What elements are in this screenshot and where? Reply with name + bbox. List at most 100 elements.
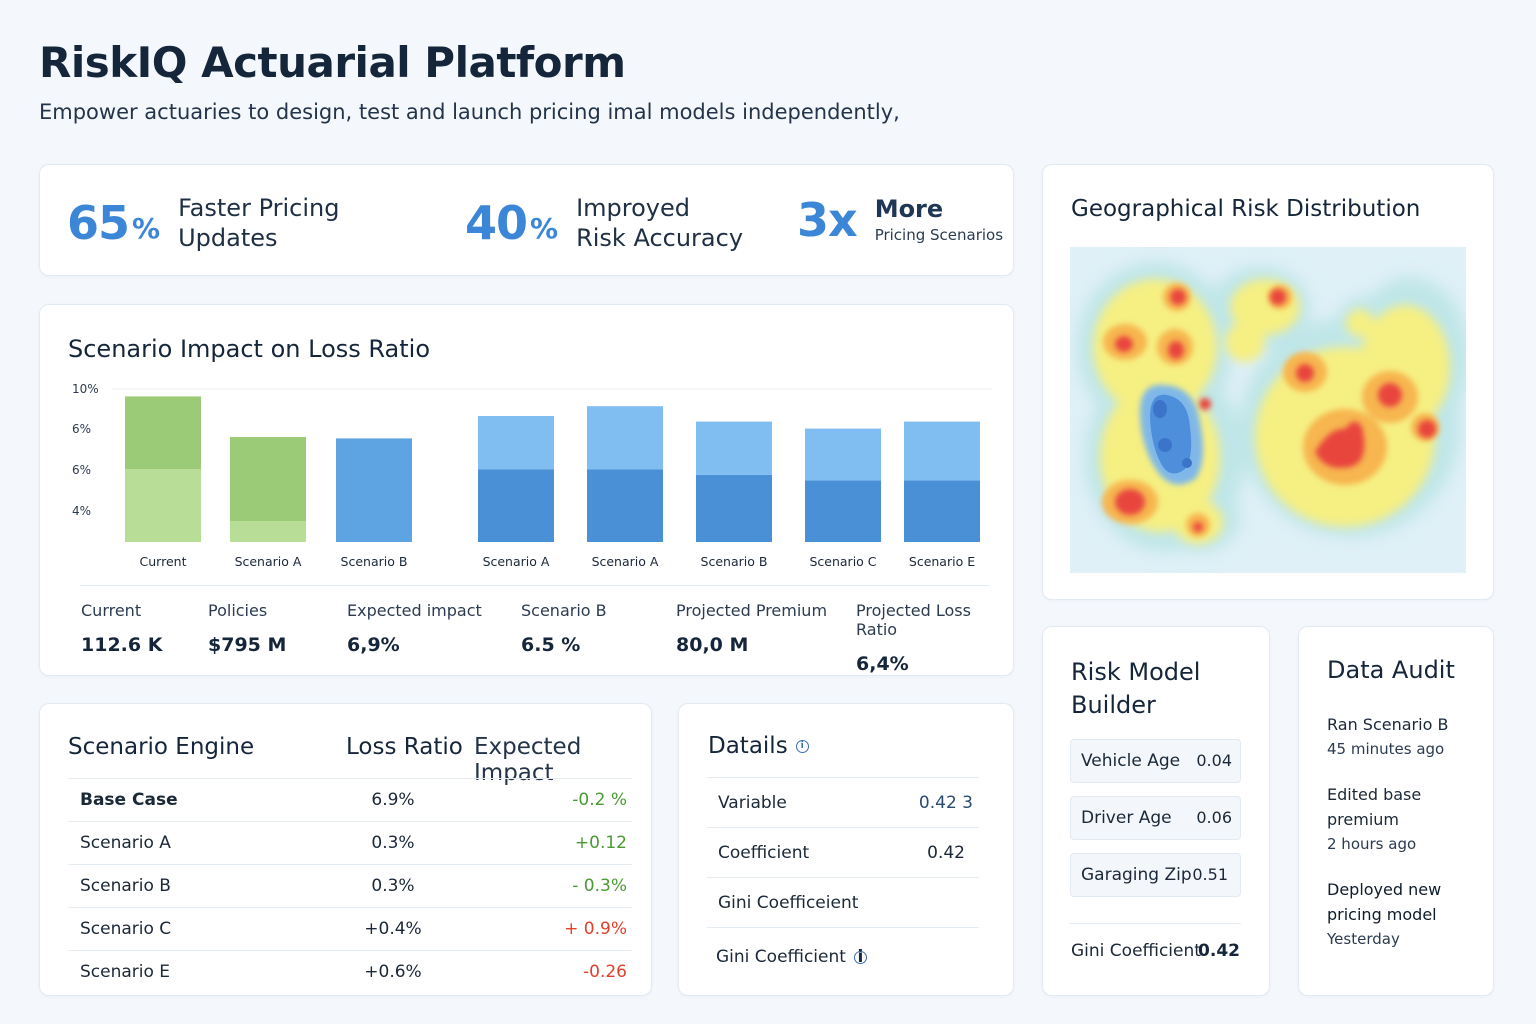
metric-value: $795 M <box>208 634 287 656</box>
y-tick-label: 6% <box>72 463 91 477</box>
scenario-expected-impact: +0.12 <box>574 833 627 853</box>
y-tick-label: 10% <box>72 382 99 396</box>
bar-segment-top[interactable] <box>125 396 201 470</box>
bar-segment-top[interactable] <box>587 406 663 470</box>
bar-segment-base[interactable] <box>587 469 663 542</box>
scenario-loss-ratio: 0.3% <box>371 833 415 853</box>
loss-ratio-chart-card: Scenario Impact on Loss Ratio 10% 6% 6% 4% C… <box>39 304 1014 676</box>
bar-segment-base[interactable] <box>904 480 980 542</box>
stat-number: 65 <box>67 196 130 250</box>
metric-value: 6,9% <box>347 634 400 656</box>
info-icon[interactable]: i <box>853 948 867 965</box>
stat-pricing-scenarios: 3x More Pricing Scenarios <box>797 193 1003 247</box>
details-title: Datails i <box>708 733 809 759</box>
details-card: Datails i Variable 0.42 3 Coefficient 0.4… <box>678 703 1014 996</box>
scenario-name: Scenario C <box>80 919 172 939</box>
risk-model-builder-title: Risk Model Builder <box>1071 656 1200 722</box>
table-row[interactable]: Scenario A 0.3% +0.12 <box>68 821 632 864</box>
scenario-name: Scenario A <box>80 833 171 853</box>
detail-label: Gini Coefficeient <box>718 893 859 913</box>
x-tick-label: Scenario A <box>483 554 550 569</box>
metric-current: Current 112.6 K <box>81 601 162 656</box>
bar-segment-base[interactable] <box>125 469 201 542</box>
stat-label: Improyed Risk Accuracy <box>576 193 743 253</box>
scenario-loss-ratio: 6.9% <box>371 790 415 810</box>
bar-segment-base[interactable] <box>805 480 881 542</box>
scenario-engine-title: Scenario Engine <box>68 734 255 760</box>
bar-segment-top[interactable] <box>478 416 554 470</box>
table-row[interactable]: Scenario B 0.3% - 0.3% <box>68 864 632 907</box>
scenario-expected-impact: + 0.9% <box>564 919 627 939</box>
scenario-name: Scenario E <box>80 962 171 982</box>
bar-segment-base[interactable] <box>478 469 554 542</box>
x-tick-label: Current <box>140 554 187 569</box>
column-header-loss-ratio: Loss Ratio <box>346 734 463 760</box>
detail-label-wrap: Gini Coefficient i <box>716 947 867 967</box>
variable-weight: 0.04 <box>1196 751 1232 770</box>
geo-risk-card: Geographical Risk Distribution <box>1042 164 1494 600</box>
bar-segment-top[interactable] <box>696 421 772 475</box>
variable-row-garaging-zip[interactable]: Garaging Zip 0.51 <box>1070 853 1241 897</box>
detail-value: 0.42 3 <box>918 793 973 813</box>
detail-label: Coefficient <box>718 843 810 863</box>
x-tick-label: Scenario C <box>809 554 876 569</box>
details-title-text: Datails <box>708 733 788 759</box>
scenario-engine-card: Scenario Engine Loss Ratio Expected Impa… <box>39 703 652 996</box>
audit-action-cont: premium <box>1327 810 1399 829</box>
risk-heatmap <box>1070 247 1466 573</box>
metric-value: 112.6 K <box>81 634 163 656</box>
bar-segment-top[interactable] <box>805 428 881 481</box>
stat-label: More Pricing Scenarios <box>875 194 1003 246</box>
table-row[interactable]: Scenario C +0.4% + 0.9% <box>68 907 632 950</box>
x-tick-label: Scenario A <box>235 554 302 569</box>
audit-action: Deployed new <box>1327 880 1442 899</box>
metric-expected-impact: Expected impact 6,9% <box>347 601 482 656</box>
metric-policies: Policies $795 M <box>208 601 286 656</box>
metric-projected-loss-ratio: Projected Loss Ratio 6,4% <box>856 601 1013 675</box>
scenario-name: Scenario B <box>80 876 171 896</box>
stat-label-line2: Pricing Scenarios <box>874 226 1004 244</box>
variable-row-vehicle-age[interactable]: Vehicle Age 0.04 <box>1070 739 1241 783</box>
stat-label: Faster Pricing Updates <box>178 193 339 253</box>
detail-label: Gini Coefficient <box>716 947 846 967</box>
gini-value: 0.42 <box>1198 941 1240 961</box>
metric-projected-premium: Projected Premium 80,0 M <box>676 601 827 656</box>
stat-label-line2: Updates <box>178 224 278 252</box>
table-row[interactable]: Base Case 6.9% -0.2 % <box>68 778 632 821</box>
metric-label: Projected Premium <box>676 601 828 620</box>
stat-risk-accuracy: 40 % Improyed Risk Accuracy <box>465 193 743 253</box>
metric-label: Scenario B <box>521 601 607 620</box>
title-line2: Builder <box>1071 691 1156 719</box>
metric-value: 80,0 M <box>676 634 749 656</box>
risk-model-builder-card: Risk Model Builder Vehicle Age 0.04 Driv… <box>1042 626 1270 996</box>
stat-unit: % <box>530 211 559 245</box>
variable-label: Driver Age <box>1081 808 1172 828</box>
audit-time: 45 minutes ago <box>1327 740 1445 758</box>
detail-row-gini-coefficeient: Gini Coefficeient <box>707 877 979 927</box>
stat-label-line1: More <box>874 195 944 223</box>
metric-value: 6.5 % <box>521 634 581 656</box>
detail-label: Variable <box>718 793 787 813</box>
gini-label: Gini Coefficient <box>1071 941 1201 961</box>
scenario-loss-ratio: +0.4% <box>364 919 422 939</box>
bar-segment-base[interactable] <box>696 474 772 542</box>
audit-time: 2 hours ago <box>1327 835 1417 853</box>
heatmap-cool-zone <box>1139 384 1204 485</box>
info-icon[interactable]: i <box>795 740 809 753</box>
chart-title: Scenario Impact on Loss Ratio <box>68 335 431 363</box>
metric-label: Current <box>81 601 142 620</box>
scenario-loss-ratio: +0.6% <box>364 962 422 982</box>
scenario-name: Base Case <box>80 790 178 810</box>
scenario-loss-ratio: 0.3% <box>371 876 415 896</box>
y-tick-label: 4% <box>72 504 91 518</box>
metric-scenario-b: Scenario B 6.5 % <box>521 601 607 656</box>
table-row[interactable]: Scenario E +0.6% -0.26 <box>68 950 632 993</box>
bar-segment-top[interactable] <box>230 437 306 521</box>
bar-segment-base[interactable] <box>230 521 306 542</box>
stat-number: 3x <box>797 193 858 247</box>
bar-segment-top[interactable] <box>904 421 980 481</box>
y-tick-label: 6% <box>72 422 91 436</box>
stat-label-line1: Faster Pricing <box>178 194 340 222</box>
bar-segment-base[interactable] <box>336 438 412 542</box>
variable-row-driver-age[interactable]: Driver Age 0.06 <box>1070 796 1241 840</box>
